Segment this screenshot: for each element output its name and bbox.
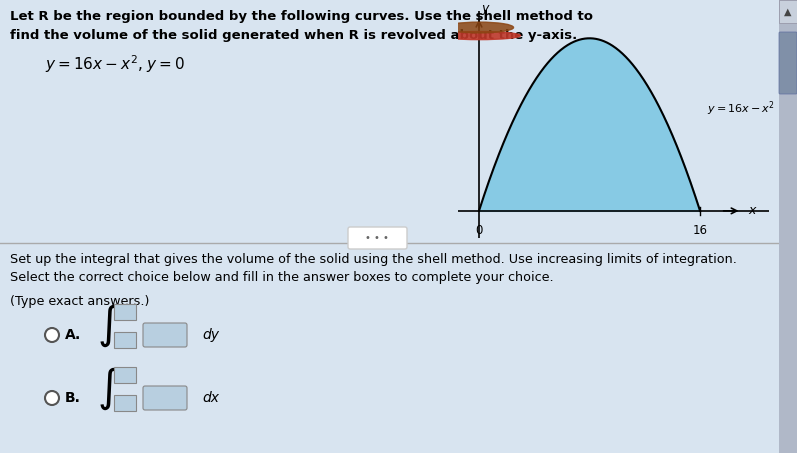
Ellipse shape xyxy=(438,32,520,40)
Circle shape xyxy=(45,391,59,405)
Text: $y = 16x - x^2$, $y = 0$: $y = 16x - x^2$, $y = 0$ xyxy=(45,53,186,75)
Text: ▲: ▲ xyxy=(784,7,791,17)
Text: A.: A. xyxy=(65,328,81,342)
Text: (Type exact answers.): (Type exact answers.) xyxy=(10,295,149,308)
FancyBboxPatch shape xyxy=(143,386,187,410)
Text: $\int$: $\int$ xyxy=(97,366,119,412)
FancyBboxPatch shape xyxy=(348,227,407,249)
Bar xyxy=(114,304,136,320)
Text: B.: B. xyxy=(65,391,80,405)
Bar xyxy=(114,395,136,411)
Circle shape xyxy=(45,328,59,342)
Ellipse shape xyxy=(445,22,513,33)
Text: dx: dx xyxy=(202,391,219,405)
Text: dy: dy xyxy=(202,328,219,342)
Bar xyxy=(114,332,136,348)
Bar xyxy=(114,367,136,383)
FancyBboxPatch shape xyxy=(779,32,797,94)
Text: $x$: $x$ xyxy=(748,204,758,217)
Text: 16: 16 xyxy=(693,224,708,237)
Bar xyxy=(779,0,797,453)
Text: Select the correct choice below and fill in the answer boxes to complete your ch: Select the correct choice below and fill… xyxy=(10,271,554,284)
Text: $y$: $y$ xyxy=(481,3,491,17)
Text: Set up the integral that gives the volume of the solid using the shell method. U: Set up the integral that gives the volum… xyxy=(10,253,737,266)
Bar xyxy=(779,0,797,23)
FancyBboxPatch shape xyxy=(143,323,187,347)
Text: $y = 16x - x^2$: $y = 16x - x^2$ xyxy=(707,99,775,118)
Text: $\int$: $\int$ xyxy=(97,303,119,349)
Text: 0: 0 xyxy=(475,224,483,237)
Text: Let R be the region bounded by the following curves. Use the shell method to: Let R be the region bounded by the follo… xyxy=(10,10,593,23)
Text: find the volume of the solid generated when R is revolved about the y-axis.: find the volume of the solid generated w… xyxy=(10,29,577,42)
Text: • • •: • • • xyxy=(365,233,389,243)
